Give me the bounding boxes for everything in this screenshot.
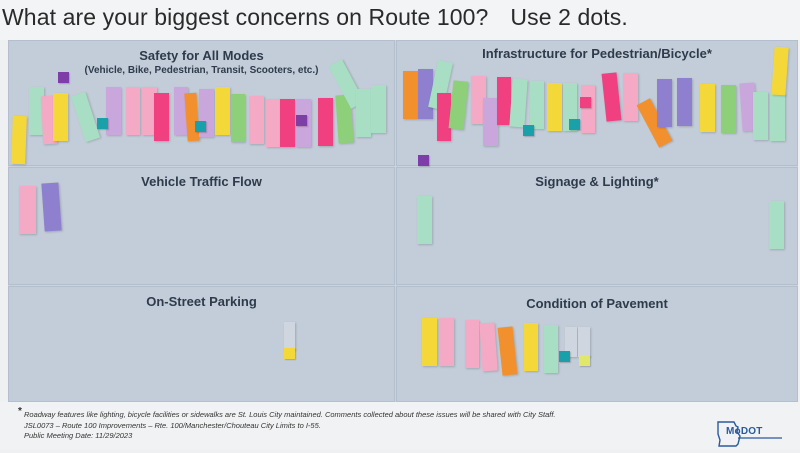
panel-title-traffic: Vehicle Traffic Flow <box>141 174 262 189</box>
sticky-note <box>465 320 479 368</box>
sticky-note <box>448 80 469 130</box>
sticky-note <box>479 322 498 372</box>
sticky-note <box>266 99 280 147</box>
panel-subtitle-safety: (Vehicle, Bike, Pedestrian, Transit, Sco… <box>84 65 319 76</box>
voting-dot <box>523 125 534 136</box>
sticky-note <box>215 87 230 135</box>
voting-dot <box>195 121 206 132</box>
sticky-note <box>677 78 692 126</box>
footer <box>0 402 800 450</box>
panel-title-safety: Safety for All Modes <box>139 48 264 63</box>
panel-title-infrastructure: Infrastructure for Pedestrian/Bicycle* <box>482 46 712 61</box>
sticky-note <box>770 93 785 141</box>
sticky-note <box>371 85 386 133</box>
sticky-note <box>280 99 295 147</box>
footnote-asterisk: * <box>18 406 22 417</box>
sticky-note <box>753 92 768 140</box>
sticky-note <box>422 318 437 366</box>
panel-traffic: Vehicle Traffic Flow <box>8 167 395 285</box>
panel-title-signage: Signage & Lighting* <box>535 174 659 189</box>
sticky-note <box>29 87 44 135</box>
voting-dot <box>580 97 591 108</box>
sticky-note <box>769 201 784 249</box>
sticky-note <box>154 93 169 141</box>
sticky-note <box>249 96 264 144</box>
sticky-note <box>284 322 295 350</box>
sticky-note <box>581 85 595 133</box>
sticky-note <box>142 87 157 135</box>
footnote: * Roadway features like lighting, bicycl… <box>18 407 664 420</box>
voting-dot <box>569 119 580 130</box>
sticky-note <box>601 72 622 122</box>
sticky-note <box>623 73 638 121</box>
sticky-note <box>497 77 511 125</box>
missouri-state-icon <box>717 421 782 447</box>
sticky-note <box>771 46 789 96</box>
panel-pavement: Condition of Pavement <box>396 286 798 402</box>
sticky-note <box>471 76 486 124</box>
sticky-note <box>70 91 101 143</box>
project-info: JSL0073 – Route 100 Improvements – Rte. … <box>24 421 321 430</box>
sticky-note <box>41 182 62 232</box>
header: What are your biggest concerns on Route … <box>0 0 800 40</box>
footnote-text: Roadway features like lighting, bicycle … <box>24 410 556 419</box>
panel-parking: On-Street Parking <box>8 286 395 402</box>
sticky-note <box>437 93 451 141</box>
voting-dot <box>559 351 570 362</box>
panel-signage: Signage & Lighting* <box>396 167 798 285</box>
sticky-note <box>19 186 36 234</box>
sticky-note <box>565 327 577 357</box>
sticky-note <box>106 87 121 135</box>
panel-title-parking: On-Street Parking <box>146 294 257 309</box>
sticky-note <box>578 327 590 357</box>
sticky-note <box>524 323 538 371</box>
sticky-note <box>544 325 558 373</box>
sticky-note <box>700 84 715 132</box>
logo-text: MoDOT <box>726 426 763 437</box>
sticky-note <box>11 115 27 165</box>
panel-infrastructure: Infrastructure for Pedestrian/Bicycle* <box>396 40 798 166</box>
sticky-note <box>417 196 432 244</box>
sticky-note <box>403 71 418 119</box>
sticky-note <box>126 87 140 135</box>
instruction-text: Use 2 dots. <box>510 4 628 30</box>
sticky-note <box>509 78 528 128</box>
sticky-note <box>497 326 518 376</box>
sticky-note <box>483 98 498 146</box>
sticky-note <box>318 98 333 146</box>
voting-dot <box>97 118 108 129</box>
sticky-note <box>439 318 454 366</box>
sticky-note <box>530 81 544 129</box>
voting-dot <box>296 115 307 126</box>
sticky-note <box>356 89 371 137</box>
sticky-note <box>657 79 672 127</box>
page-title: What are your biggest concerns on Route … <box>2 4 628 31</box>
voting-dot <box>284 348 295 359</box>
sticky-note <box>53 93 68 141</box>
voting-dot <box>579 355 590 366</box>
sticky-note <box>231 94 245 142</box>
panel-safety: Safety for All Modes (Vehicle, Bike, Ped… <box>8 40 395 166</box>
panel-title-pavement: Condition of Pavement <box>526 296 668 311</box>
question-text: What are your biggest concerns on Route … <box>2 4 489 30</box>
comment-board: Safety for All Modes (Vehicle, Bike, Ped… <box>8 40 798 402</box>
sticky-note <box>721 85 736 133</box>
sticky-note <box>547 83 562 131</box>
voting-dot <box>58 72 69 83</box>
sticky-note <box>184 92 200 142</box>
modot-logo: MoDOT <box>716 418 786 448</box>
meeting-date: Public Meeting Date: 11/29/2023 <box>24 431 133 440</box>
voting-dot <box>418 155 429 166</box>
